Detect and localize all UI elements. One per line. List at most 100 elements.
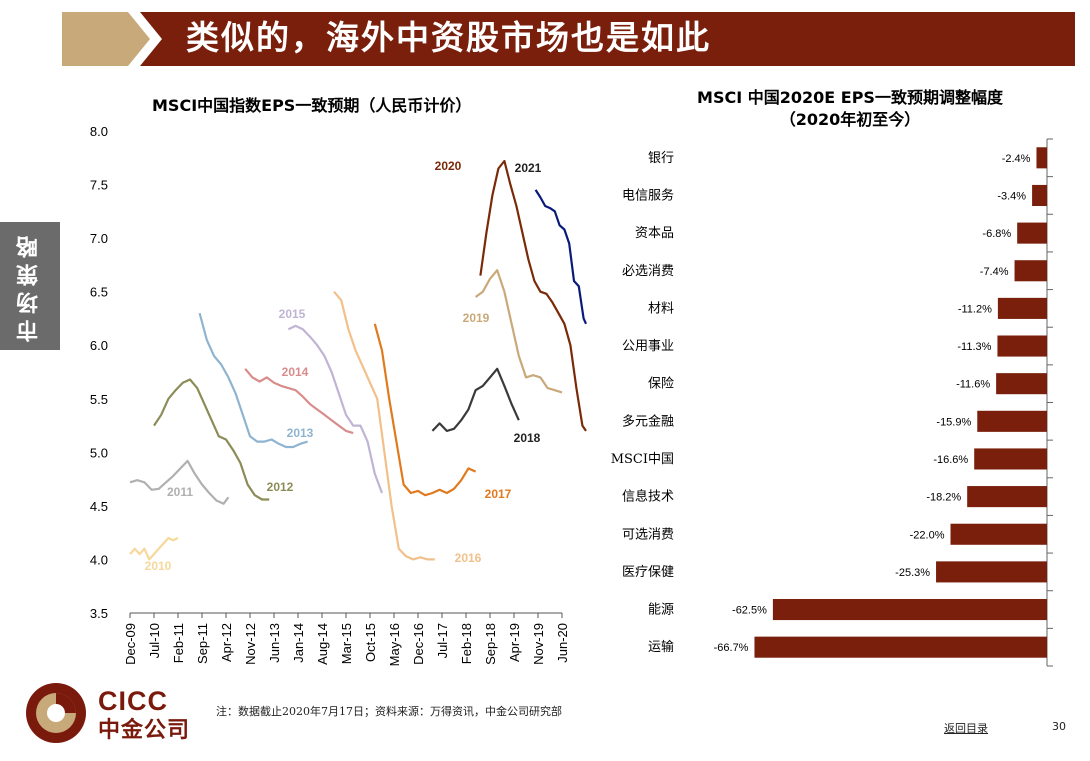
series-label-2021: 2021 [515,161,542,175]
header-arrow-accent [62,12,150,66]
bar-5 [997,335,1047,357]
series-label-2016: 2016 [455,551,482,565]
bar-category-label: 公用事业 [622,339,674,354]
line-chart-y-tick-label: 5.0 [90,445,108,460]
series-line-2017 [373,323,477,497]
bar-category-label: 信息技术 [622,489,674,505]
bar-value-label: -2.4% [1002,153,1031,165]
bar-0 [1036,147,1047,169]
bar-value-label: -3.4% [997,190,1026,202]
line-chart-title: MSCI中国指数EPS一致预期（人民币计价） [152,96,472,115]
bar-value-label: -11.2% [958,303,992,315]
bar-value-label: -11.3% [957,341,991,353]
series-label-2019: 2019 [463,311,490,325]
series-line-2018 [431,367,520,432]
bar-category-label: MSCI中国 [611,452,674,467]
logo-text-en: CICC [98,686,168,716]
line-chart-x-tick-label: Jun-20 [555,623,570,663]
line-chart-y-tick-label: 6.0 [90,338,108,353]
bar-value-label: -6.8% [982,228,1011,240]
line-chart-x-tick-label: Dec-16 [411,623,426,665]
line-chart-x-tick-label: Feb-11 [171,623,186,663]
line-chart-y-tick-label: 7.0 [90,231,108,246]
line-chart-y-tick-label: 3.5 [90,606,108,621]
line-chart-x-tick-label: Aug-14 [315,623,330,665]
series-line-2016 [333,290,435,561]
series-label-2018: 2018 [514,431,541,445]
series-line-2020 [479,159,587,432]
bar-category-label: 保险 [648,377,674,392]
page-title: 类似的，海外中资股市场也是如此 [186,18,711,57]
series-label-2017: 2017 [485,487,512,501]
line-chart-y-tick-label: 8.0 [90,124,108,139]
bar-value-label: -18.2% [926,492,961,504]
line-chart-x-tick-label: Jun-13 [267,623,282,663]
bar-6 [996,373,1047,395]
line-chart-y-tick-label: 6.5 [90,285,108,300]
bar-category-label: 医疗保健 [622,565,674,580]
bar-4 [997,297,1047,319]
series-line-2014 [244,368,354,435]
bar-7 [977,410,1047,432]
line-chart-x-tick-label: Dec-09 [123,623,138,665]
bar-chart-subtitle: （2020年初至今） [779,110,921,129]
bar-value-label: -16.6% [933,454,968,466]
back-to-contents-link[interactable]: 返回目录 [944,722,988,735]
bar-3 [1014,260,1047,282]
bar-chart-title: MSCI 中国2020E EPS一致预期调整幅度 [697,88,1003,107]
line-chart-x-tick-label: Sep-18 [483,623,498,665]
series-label-2015: 2015 [279,307,306,321]
line-chart-x-tick-label: Nov-19 [531,623,546,665]
series-line-2019 [474,269,563,394]
line-chart-x-tick-label: Jan-14 [291,623,306,663]
bar-value-label: -15.9% [936,416,971,428]
line-chart-x-tick-label: Sep-11 [195,623,210,664]
series-label-2012: 2012 [267,480,294,494]
series-line-2010 [129,536,179,561]
line-chart-y-tick-label: 7.5 [90,178,108,193]
series-line-2013 [198,312,308,449]
line-chart-x-tick-label: Apr-19 [507,623,522,662]
line-chart-x-tick-label: Jul-17 [435,623,450,658]
bar-value-label: -11.6% [956,379,990,391]
bar-category-label: 必选消费 [622,264,674,279]
bar-1 [1032,184,1047,207]
series-line-2012 [153,378,270,501]
bar-category-label: 能源 [648,603,674,618]
logo-text-cn: 中金公司 [98,718,191,743]
bar-9 [967,486,1047,508]
side-section-tab [0,222,60,350]
bar-category-label: 多元金融 [622,413,674,429]
bar-category-label: 可选消费 [622,527,674,542]
line-chart-x-tick-label: May-16 [387,623,402,666]
series-line-2015 [287,324,384,494]
bar-value-label: -7.4% [980,266,1009,278]
bar-category-label: 材料 [648,301,674,316]
series-line-2011 [129,459,230,505]
bar-2 [1017,222,1047,244]
line-chart-y-tick-label: 4.5 [90,499,108,514]
line-chart-x-tick-label: Nov-12 [243,623,258,665]
bar-12 [772,598,1047,621]
series-label-2014: 2014 [282,365,309,379]
line-chart-y-tick-label: 4.0 [90,552,108,567]
line-chart-x-tick-label: Feb-18 [459,623,474,664]
header-title-bar [140,12,1075,66]
bar-value-label: -25.3% [895,567,930,579]
bar-category-label: 银行 [648,151,674,166]
bar-value-label: -66.7% [714,642,749,654]
bar-category-label: 资本品 [635,226,674,241]
series-line-2021 [534,189,588,325]
bar-value-label: -62.5% [732,605,767,617]
cicc-logo-icon [26,683,86,743]
series-label-2020: 2020 [435,159,462,173]
series-label-2010: 2010 [145,559,172,573]
line-chart-x-tick-label: Mar-15 [339,623,354,664]
series-label-2013: 2013 [287,426,314,440]
bar-13 [754,636,1047,658]
series-label-2011: 2011 [167,485,193,499]
line-chart-x-tick-label: Apr-12 [219,623,234,662]
bar-value-label: -22.0% [910,529,945,541]
